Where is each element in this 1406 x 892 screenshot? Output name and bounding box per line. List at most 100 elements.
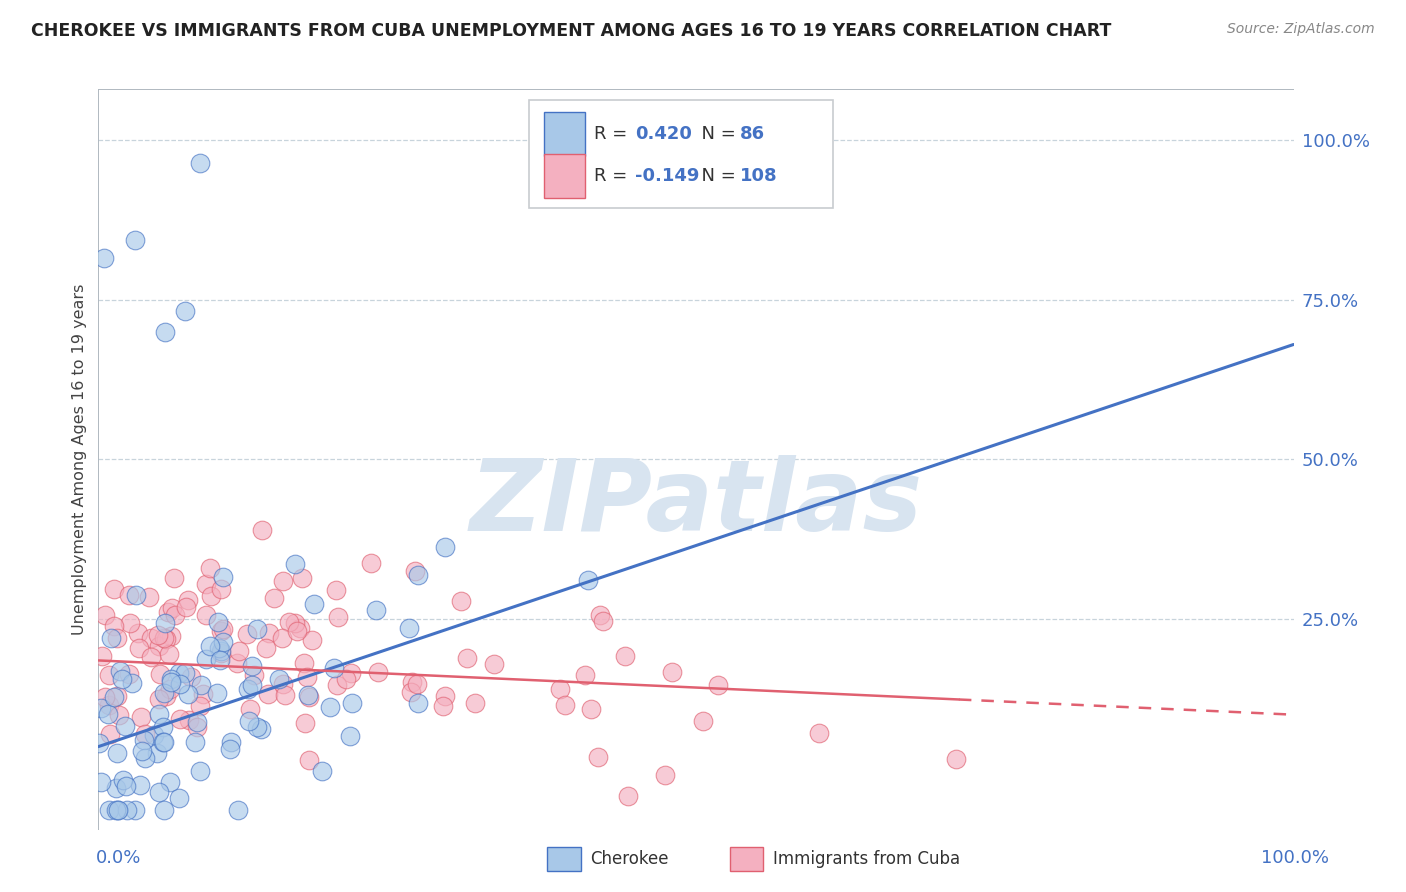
Point <box>160 674 183 689</box>
Point <box>592 614 614 628</box>
Point <box>188 698 211 713</box>
Point <box>302 597 325 611</box>
Point <box>103 618 125 632</box>
Point <box>190 677 212 691</box>
Point <box>574 668 596 682</box>
Point <box>111 773 134 788</box>
Point <box>169 712 191 726</box>
Text: 0.420: 0.420 <box>636 125 692 143</box>
Text: CHEROKEE VS IMMIGRANTS FROM CUBA UNEMPLOYMENT AMONG AGES 16 TO 19 YEARS CORRELAT: CHEROKEE VS IMMIGRANTS FROM CUBA UNEMPLO… <box>31 22 1111 40</box>
Point <box>174 600 197 615</box>
Point <box>228 644 250 658</box>
Point <box>142 728 165 742</box>
Point <box>152 720 174 734</box>
Text: R =: R = <box>595 125 633 143</box>
Point <box>404 564 426 578</box>
Point <box>219 741 242 756</box>
Point <box>616 789 638 803</box>
Point <box>152 735 174 749</box>
Point <box>209 644 232 658</box>
Point <box>270 632 292 646</box>
Text: Cherokee: Cherokee <box>591 850 669 868</box>
Point <box>242 678 264 692</box>
Point <box>554 698 576 712</box>
Point <box>114 718 136 732</box>
Point <box>148 784 170 798</box>
Point <box>100 631 122 645</box>
Point <box>124 804 146 818</box>
Point <box>432 698 454 713</box>
Point <box>243 668 266 682</box>
Point <box>159 775 181 789</box>
Point <box>104 804 127 818</box>
Point <box>152 735 174 749</box>
Point <box>174 304 197 318</box>
Point <box>155 632 177 647</box>
Point <box>110 664 132 678</box>
Point <box>90 774 112 789</box>
Point <box>209 582 232 596</box>
Point <box>155 689 177 703</box>
Point <box>450 594 472 608</box>
Point <box>284 615 307 630</box>
Point <box>155 325 177 339</box>
Point <box>548 682 571 697</box>
Point <box>157 647 180 661</box>
Point <box>274 689 297 703</box>
Point <box>163 570 186 584</box>
Point <box>661 665 683 680</box>
Point <box>97 707 120 722</box>
Point <box>576 573 599 587</box>
Point <box>297 753 319 767</box>
Point <box>284 557 307 571</box>
Point <box>311 764 333 779</box>
Point <box>159 681 181 696</box>
Point <box>294 715 316 730</box>
Point <box>157 605 180 619</box>
Point <box>236 627 259 641</box>
Point <box>278 615 301 629</box>
Point <box>588 749 610 764</box>
Point <box>103 582 125 597</box>
Point <box>169 677 191 691</box>
Point <box>153 804 176 818</box>
Point <box>228 804 250 818</box>
Text: Source: ZipAtlas.com: Source: ZipAtlas.com <box>1227 22 1375 37</box>
Point <box>254 640 277 655</box>
Point <box>692 714 714 729</box>
Point <box>295 670 318 684</box>
Point <box>195 577 218 591</box>
Point <box>174 666 197 681</box>
Point <box>115 779 138 793</box>
Point <box>131 744 153 758</box>
Point <box>434 689 457 703</box>
Point <box>257 626 280 640</box>
Point <box>200 590 222 604</box>
Point <box>125 589 148 603</box>
Point <box>398 621 420 635</box>
Text: 86: 86 <box>740 125 765 143</box>
Point <box>263 591 285 605</box>
Point <box>105 689 128 703</box>
Point <box>160 600 183 615</box>
Point <box>326 678 349 692</box>
Point <box>212 623 235 637</box>
Point <box>141 631 163 645</box>
Point <box>153 631 176 645</box>
Point <box>325 583 347 598</box>
Point <box>238 714 260 728</box>
Point <box>111 673 134 687</box>
Point <box>167 790 190 805</box>
Point <box>340 666 363 681</box>
Point <box>207 615 229 629</box>
Point <box>186 720 208 734</box>
Point <box>159 629 181 643</box>
Text: N =: N = <box>690 125 741 143</box>
Point <box>195 652 218 666</box>
Point <box>287 624 309 638</box>
Point <box>405 676 427 690</box>
Point <box>198 639 221 653</box>
Point <box>194 607 217 622</box>
Point <box>209 653 232 667</box>
Point <box>149 667 172 681</box>
